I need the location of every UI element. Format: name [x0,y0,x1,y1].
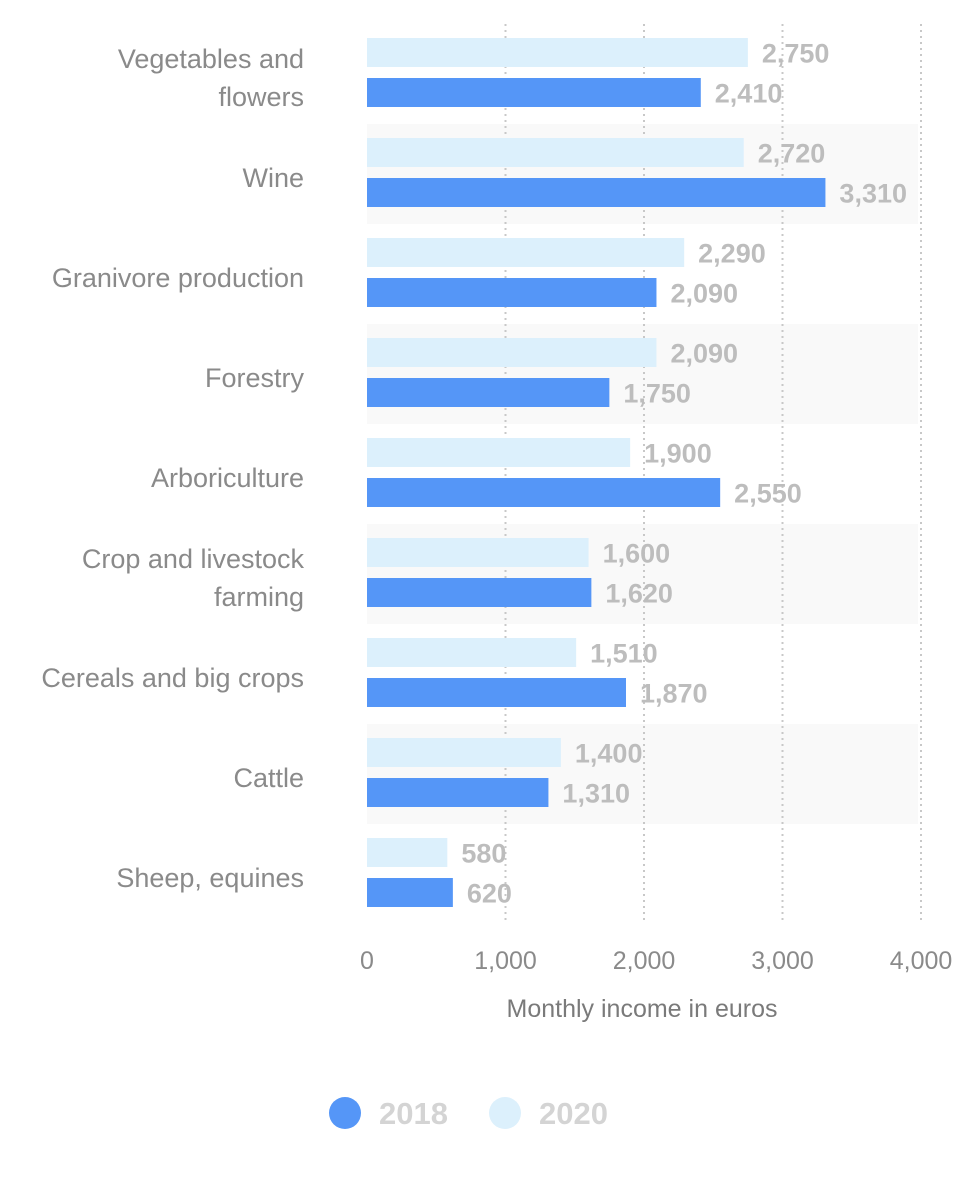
data-label-2020: 580 [461,839,506,869]
bar-2020 [367,38,748,67]
bar-2020 [367,338,657,367]
category-label: Cereals and big crops [41,663,304,693]
data-label-2020: 2,720 [758,139,826,169]
x-tick-labels: 0 1,000 2,000 3,000 4,000 [360,947,952,975]
legend-label-2020: 2020 [539,1096,608,1131]
data-label-2018: 3,310 [839,179,907,209]
legend-label-2018: 2018 [379,1096,448,1131]
category-label: Cattle [233,763,304,793]
data-labels: 2,750 2,720 2,290 2,090 1,900 1,600 1,510 1,400… [461,39,907,909]
category-label: Granivore production [52,263,304,293]
data-label-2018: 1,310 [562,779,630,809]
bar-2018 [367,378,610,407]
x-tick-label: 4,000 [890,947,953,975]
row-bands [367,124,918,824]
data-label-2018: 1,620 [605,579,673,609]
category-label: flowers [218,82,304,112]
bar-2018 [367,478,721,507]
category-label: Arboriculture [151,463,304,493]
data-label-2020: 1,400 [575,739,643,769]
data-label-2018: 1,750 [623,379,691,409]
bar-2018 [367,878,453,907]
data-label-2020: 1,900 [644,439,712,469]
bar-2020 [367,838,448,867]
bar-2020 [367,238,685,267]
x-axis-title: Monthly income in euros [507,995,778,1023]
x-tick-label: 2,000 [613,947,676,975]
legend: 2018 2020 [329,1096,608,1131]
category-label: Vegetables and [118,44,304,74]
category-labels: Vegetables and flowers Wine Granivore produ… [41,44,304,893]
data-label-2020: 1,600 [603,539,671,569]
bar-2018 [367,278,657,307]
bar-2018 [367,678,626,707]
category-label: Sheep, equines [116,863,304,893]
bar-2018 [367,178,826,207]
x-tick-label: 1,000 [474,947,537,975]
bar-2020 [367,638,577,667]
bars [367,38,826,907]
bar-2018 [367,578,592,607]
bar-2020 [367,138,744,167]
data-label-2018: 2,090 [670,279,738,309]
legend-swatch-2018 [329,1097,361,1129]
bar-2018 [367,78,701,107]
data-label-2018: 2,410 [715,79,783,109]
data-label-2018: 620 [467,879,512,909]
category-label: Crop and livestock [82,544,305,574]
bar-2020 [367,438,631,467]
data-label-2018: 1,870 [640,679,708,709]
category-label: Forestry [205,363,305,393]
x-tick-label: 0 [360,947,374,975]
category-label: Wine [242,163,304,193]
bar-2020 [367,538,589,567]
x-tick-label: 3,000 [751,947,814,975]
data-label-2018: 2,550 [734,479,802,509]
category-label: farming [214,582,304,612]
data-label-2020: 2,290 [698,239,766,269]
data-label-2020: 1,510 [590,639,658,669]
data-label-2020: 2,090 [670,339,738,369]
bar-2020 [367,738,561,767]
data-label-2020: 2,750 [762,39,830,69]
legend-swatch-2020 [489,1097,521,1129]
gridlines [504,24,922,924]
bar-2018 [367,778,549,807]
